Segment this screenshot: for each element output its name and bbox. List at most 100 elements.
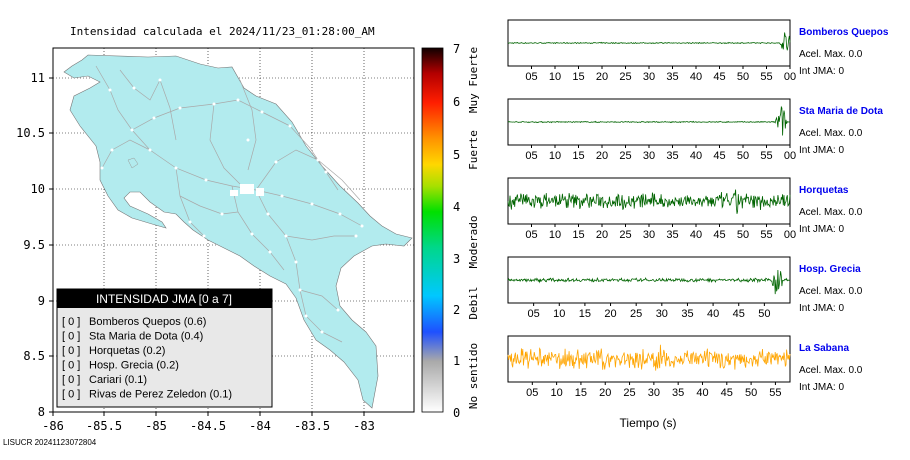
waveform-tick-label: 35 [681, 308, 693, 320]
legend-item-level: [ 0 ] [62, 331, 80, 343]
waveform-tick-label: 25 [623, 387, 635, 399]
gulf-detail [127, 157, 139, 169]
waveform-tick-label: 10 [553, 308, 565, 320]
legend-item-level: [ 0 ] [62, 374, 80, 386]
legend-item-name: Rivas de Perez Zeledon (0.1) [89, 389, 232, 401]
waveform-panel: 05 10 15 20 25 30 35 40 45 50 55 00 Bomberos Quepos A… [507, 19, 889, 83]
station-jma: Int JMA: 0 [799, 303, 844, 314]
legend-item-name: Hosp. Grecia (0.2) [89, 360, 179, 372]
map-x-tick-label: -83.5 [294, 419, 330, 433]
waveform-tick-label: 15 [575, 387, 587, 399]
station-jma: Int JMA: 0 [799, 66, 844, 77]
costa-rica-landmass [63, 54, 413, 409]
waveform-tick-label: 20 [599, 387, 611, 399]
station-jma: Int JMA: 0 [799, 224, 844, 235]
station-name: Horquetas [799, 185, 849, 196]
waveform-tick-label: 05 [528, 308, 540, 320]
colorbar-tick: 5 [453, 148, 460, 162]
intensity-legend: INTENSIDAD JMA [0 a 7] [ 0 ] Bomberos Que… [56, 288, 273, 408]
station-accel: Acel. Max. 0.0 [799, 128, 863, 139]
station-name: Hosp. Grecia [799, 264, 861, 275]
station-accel: Acel. Max. 0.0 [799, 207, 863, 218]
waveform-tick-label: 40 [690, 150, 702, 162]
waveform-panel: 05 10 15 20 25 30 35 40 45 50 55 La Sabana Acel. Max… [507, 335, 863, 399]
legend-title: INTENSIDAD JMA [0 a 7] [96, 292, 232, 306]
waveform-tick-label: 00 [784, 150, 796, 162]
waveform-tick-label: 50 [737, 150, 749, 162]
waveform-tick-label: 20 [596, 150, 608, 162]
waveform-panels: 05 10 15 20 25 30 35 40 45 50 55 00 Bomberos Quepos A… [507, 19, 889, 399]
waveform-tick-label: 05 [525, 229, 537, 241]
waveform-tick-label: 10 [550, 387, 562, 399]
colorbar-level-label: Debil [467, 286, 480, 319]
station-accel: Acel. Max. 0.0 [799, 365, 863, 376]
waveform-tick-label: 00 [784, 71, 796, 83]
legend-box [56, 288, 273, 408]
waveform-tick-label: 50 [737, 71, 749, 83]
waveform-tick-label: 20 [596, 229, 608, 241]
map-frame [52, 47, 415, 413]
waveform-tick-label: 10 [549, 150, 561, 162]
legend-item-level: [ 0 ] [62, 389, 80, 401]
waveform-tick-label: 45 [713, 150, 725, 162]
waveform-tick-label: 45 [733, 308, 745, 320]
waveform-tick-label: 25 [630, 308, 642, 320]
station-name: Sta Maria de Dota [799, 106, 883, 117]
waveform-tick-label: 45 [713, 71, 725, 83]
waveform-tick-label: 30 [643, 229, 655, 241]
towns [100, 78, 364, 334]
legend-item-name: Sta Maria de Dota (0.4) [89, 331, 203, 343]
station-accel: Acel. Max. 0.0 [799, 49, 863, 60]
map-x-tick-label: -85.5 [86, 419, 122, 433]
waveform-tick-label: 05 [525, 71, 537, 83]
waveform-trace [507, 32, 791, 51]
legend-item-name: Cariari (0.1) [89, 374, 147, 386]
waveform-trace [507, 105, 790, 136]
waveform-tick-label: 25 [619, 229, 631, 241]
x-axis-label: Tiempo (s) [620, 416, 677, 430]
waveform-tick-label: 15 [579, 308, 591, 320]
waveform-tick-label: 55 [769, 387, 781, 399]
colorbar: 7 6 5 4 3 2 1 0 Muy Fuerte Fuerte Modera… [421, 42, 480, 420]
colorbar-level-label: Moderado [467, 216, 480, 269]
intensity-map: -86 -85.5 -85 -84.5 -84 -83.5 -83 11 10.… [16, 47, 415, 433]
waveform-tick-label: 10 [549, 229, 561, 241]
legend-item-level: [ 0 ] [62, 360, 80, 372]
colorbar-level-label: Muy Fuerte [467, 47, 480, 113]
waveform-tick-label: 05 [526, 387, 538, 399]
station-jma: Int JMA: 0 [799, 382, 844, 393]
waveform-frame [507, 256, 791, 304]
map-y-tick-label: 10 [31, 182, 45, 196]
waveform-trace [507, 269, 791, 295]
waveform-trace [507, 189, 791, 214]
waveform-tick-label: 15 [572, 71, 584, 83]
map-y-tick-label: 8.5 [23, 349, 45, 363]
map-y-tick-label: 8 [38, 405, 45, 419]
waveform-tick-label: 40 [696, 387, 708, 399]
legend-item-level: [ 0 ] [62, 345, 80, 357]
colorbar-level-label: No sentido [467, 343, 480, 409]
map-x-tick-label: -85 [145, 419, 167, 433]
waveform-tick-label: 35 [666, 71, 678, 83]
waveform-tick-label: 20 [604, 308, 616, 320]
legend-item-name: Bomberos Quepos (0.6) [89, 316, 206, 328]
map-y-tick-label: 9.5 [23, 238, 45, 252]
colorbar-tick: 2 [453, 303, 460, 317]
waveform-tick-label: 45 [713, 229, 725, 241]
waveform-tick-label: 15 [572, 229, 584, 241]
waveform-tick-label: 40 [690, 229, 702, 241]
waveform-tick-label: 35 [672, 387, 684, 399]
station-name: Bomberos Quepos [799, 27, 889, 38]
colorbar-tick: 1 [453, 354, 460, 368]
map-x-tick-label: -86 [42, 419, 64, 433]
waveform-tick-label: 30 [656, 308, 668, 320]
waveform-panel: 05 10 15 20 25 30 35 40 45 50 55 00 Sta Maria de Dot… [507, 98, 883, 162]
waveform-tick-label: 00 [784, 229, 796, 241]
waveform-tick-label: 30 [643, 150, 655, 162]
waveform-tick-label: 15 [572, 150, 584, 162]
waveform-tick-label: 50 [758, 308, 770, 320]
waveform-tick-label: 40 [707, 308, 719, 320]
waveform-tick-label: 25 [619, 71, 631, 83]
waveform-tick-label: 50 [737, 229, 749, 241]
map-x-tick-label: -84 [249, 419, 271, 433]
